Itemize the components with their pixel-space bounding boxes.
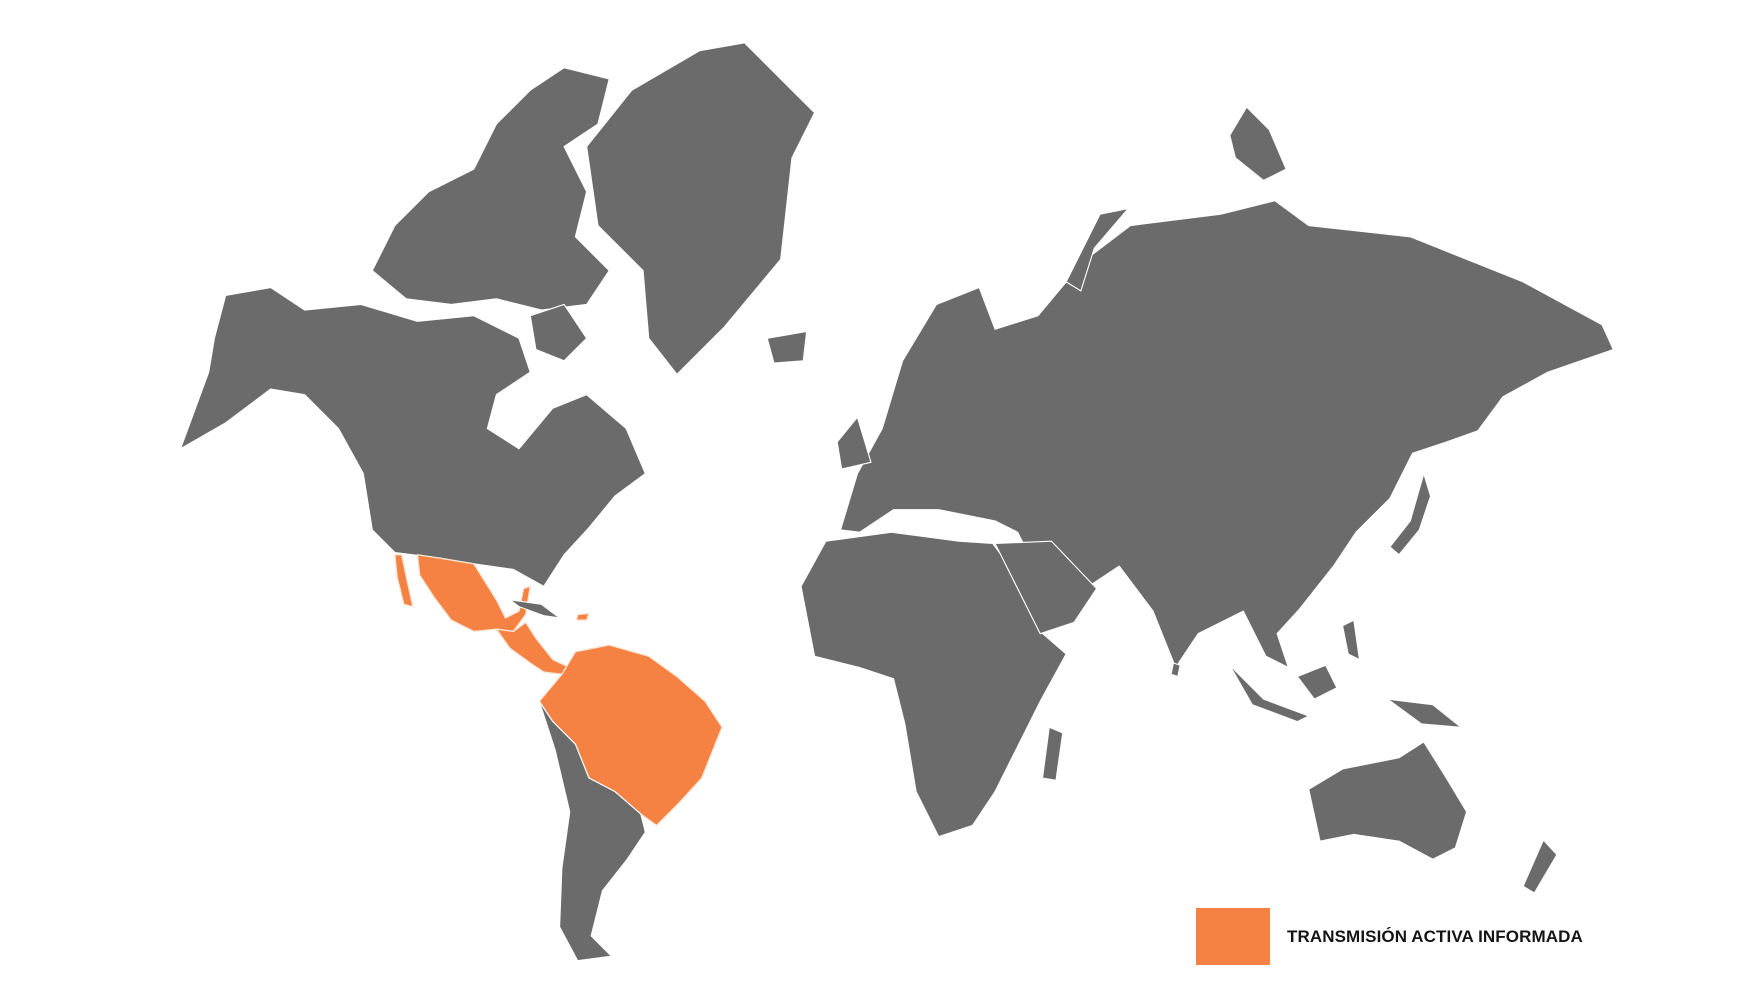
central-america — [495, 621, 571, 675]
north-america — [179, 286, 646, 587]
new-guinea — [1387, 698, 1462, 728]
japan — [1389, 473, 1432, 556]
cuba — [509, 599, 561, 619]
legend: TRANSMISIÓN ACTIVA INFORMADA — [1196, 908, 1583, 965]
arctic-islands — [371, 67, 610, 311]
indonesia — [1229, 664, 1310, 723]
legend-swatch-active-transmission — [1196, 908, 1270, 965]
sri-lanka — [1170, 662, 1181, 678]
borneo — [1296, 664, 1338, 700]
greenland — [586, 42, 816, 375]
southern-south-america — [538, 700, 646, 962]
svalbard — [1229, 106, 1287, 181]
arabia — [994, 540, 1098, 635]
philippines — [1342, 619, 1361, 661]
legend-label: TRANSMISIÓN ACTIVA INFORMADA — [1287, 926, 1583, 946]
australia — [1308, 741, 1468, 860]
great-britain — [836, 416, 872, 470]
mexico — [416, 554, 531, 633]
baja-california — [394, 554, 414, 608]
arctic-island — [529, 303, 588, 362]
africa — [800, 531, 1067, 838]
new-zealand — [1522, 839, 1558, 894]
madagascar — [1041, 726, 1064, 781]
novaya-zemlya — [1065, 208, 1129, 292]
puerto-rico — [575, 612, 590, 621]
iceland — [766, 330, 808, 364]
